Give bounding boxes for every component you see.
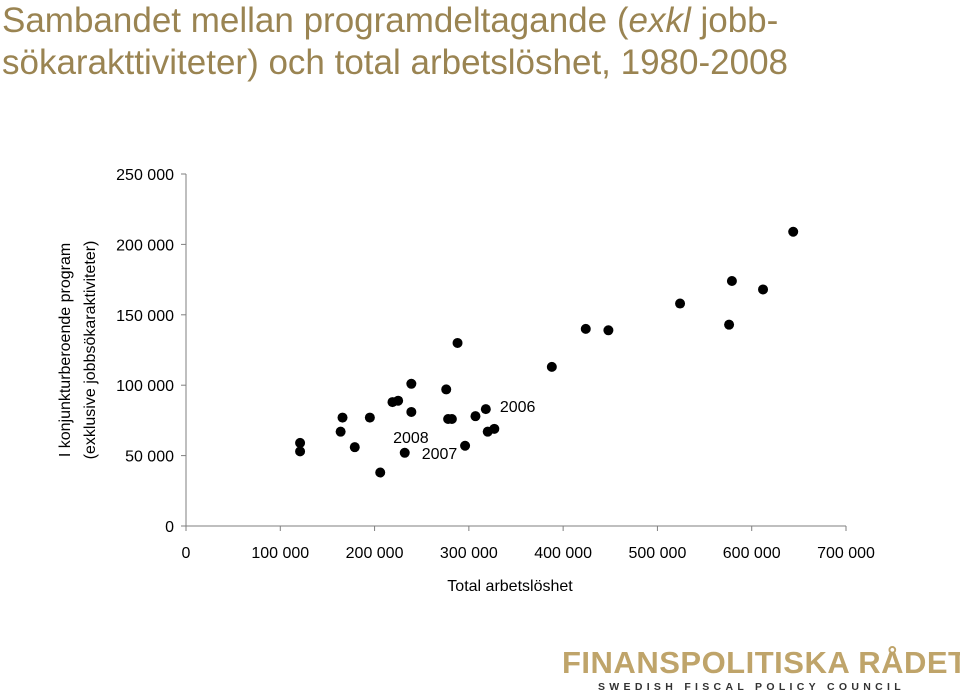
data-point bbox=[470, 411, 481, 422]
point-annotation-2007: 2007 bbox=[422, 446, 458, 463]
data-point bbox=[335, 426, 346, 437]
data-point bbox=[406, 406, 417, 417]
data-point bbox=[364, 412, 375, 423]
data-point bbox=[406, 378, 417, 389]
chart-title-part1: Sambandet mellan programdeltagande ( bbox=[2, 1, 629, 40]
x-tick-label: 400 000 bbox=[534, 545, 592, 562]
logo-text: FINANSPOLITISKA RÅDET bbox=[562, 645, 960, 680]
logo-subtext: SWEDISH FISCAL POLICY COUNCIL bbox=[598, 681, 905, 693]
x-tick-label: 700 000 bbox=[817, 545, 875, 562]
x-axis-title: Total arbetslöshet bbox=[447, 578, 573, 595]
x-tick-label: 300 000 bbox=[440, 545, 498, 562]
scatter-chart: 0 50 000 100 000 150 000 200 000 250 000 0 100 … bbox=[57, 167, 875, 595]
chart-title-part2: jobb- bbox=[690, 1, 779, 40]
chart-title-italic: exkl bbox=[628, 1, 691, 40]
point-annotation-2008: 2008 bbox=[393, 430, 429, 447]
x-tick-label: 200 000 bbox=[346, 545, 404, 562]
data-point bbox=[375, 467, 386, 478]
chart-points bbox=[295, 226, 799, 478]
data-point bbox=[295, 446, 306, 457]
chart-title-line2: sökarakttiviteter) och total arbetslöshe… bbox=[2, 43, 788, 82]
x-tick-label: 0 bbox=[182, 545, 191, 562]
y-axis-title-line2: (exklusive jobbsökaraktiviteter) bbox=[82, 241, 99, 460]
data-point bbox=[726, 276, 737, 287]
data-point bbox=[452, 337, 463, 348]
chart-ticks: 0 50 000 100 000 150 000 200 000 250 000 0 100 … bbox=[116, 167, 875, 562]
data-point bbox=[295, 437, 306, 448]
data-point bbox=[758, 284, 769, 295]
data-point bbox=[441, 384, 452, 395]
chart-title-line1: Sambandet mellan programdeltagande (exkl… bbox=[2, 0, 952, 42]
y-tick-label: 150 000 bbox=[116, 308, 174, 325]
y-tick-label: 200 000 bbox=[116, 237, 174, 254]
data-point bbox=[603, 325, 614, 336]
chart-title: Sambandet mellan programdeltagande (exkl… bbox=[2, 0, 952, 84]
x-tick-label: 500 000 bbox=[629, 545, 687, 562]
data-point bbox=[480, 404, 491, 415]
data-point bbox=[580, 323, 591, 334]
chart-axes bbox=[185, 174, 846, 527]
data-point bbox=[546, 361, 557, 372]
data-point bbox=[489, 423, 500, 434]
y-tick-label: 100 000 bbox=[116, 378, 174, 395]
data-point bbox=[724, 319, 735, 330]
x-tick-label: 600 000 bbox=[723, 545, 781, 562]
data-point bbox=[675, 298, 686, 309]
chart-labels: Total arbetslöshet I konjunkturberoende p… bbox=[57, 241, 573, 595]
data-point bbox=[393, 395, 404, 406]
x-tick-label: 100 000 bbox=[251, 545, 309, 562]
data-point bbox=[460, 440, 471, 451]
point-annotation-2006: 2006 bbox=[500, 399, 536, 416]
data-point bbox=[349, 442, 360, 453]
y-axis-title-line1: I konjunkturberoende program bbox=[57, 243, 74, 457]
data-point bbox=[399, 447, 410, 458]
data-point bbox=[446, 413, 457, 424]
y-tick-label: 250 000 bbox=[116, 167, 174, 184]
data-point bbox=[337, 412, 348, 423]
y-tick-label: 50 000 bbox=[125, 449, 174, 466]
y-tick-label: 0 bbox=[165, 519, 174, 536]
data-point bbox=[788, 226, 799, 237]
